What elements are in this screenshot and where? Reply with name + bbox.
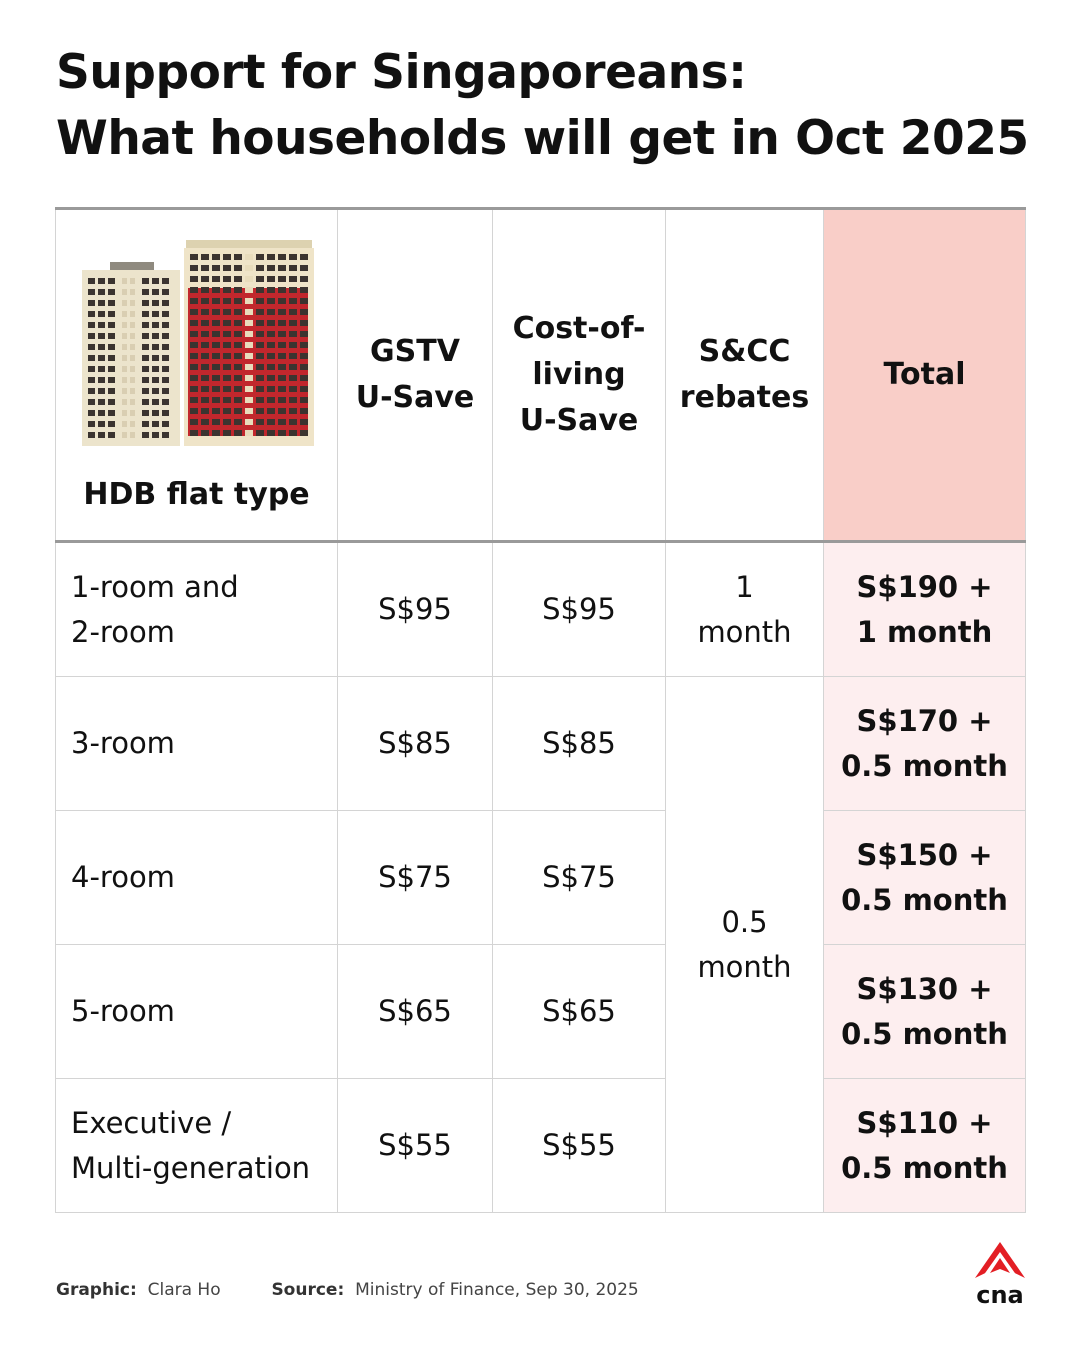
flat-type-cell: 5-room — [55, 944, 338, 1079]
table-row: 5-room S$65 S$65 S$130 + 0.5 month — [55, 944, 1026, 1079]
scc-rebate-cell: 0.5 month — [665, 676, 824, 1213]
header-cost-of-living: Cost-of- living U-Save — [492, 207, 666, 543]
header-scc-rebates: S&CC rebates — [665, 207, 824, 543]
header-gstv: GSTV U-Save — [337, 207, 493, 543]
total-cell: S$170 + 0.5 month — [823, 676, 1026, 811]
total-cell: S$190 + 1 month — [823, 541, 1026, 677]
cost-of-living-cell: S$55 — [492, 1078, 666, 1213]
cost-of-living-cell: S$75 — [492, 810, 666, 945]
flat-type-cell: 4-room — [55, 810, 338, 945]
title-line-1: Support for Singaporeans: — [56, 45, 747, 100]
title-line-2: What households will get in Oct 2025 — [56, 111, 1029, 166]
header-flat-type: HDB flat type — [55, 207, 338, 543]
footer-credits: Graphic: Clara Ho Source: Ministry of Fi… — [56, 1280, 639, 1300]
total-cell: S$110 + 0.5 month — [823, 1078, 1026, 1213]
source-label: Source: — [271, 1280, 345, 1300]
header-flat-type-label: HDB flat type — [83, 477, 310, 512]
table-row: Executive / Multi-generation S$55 S$55 S… — [55, 1078, 1026, 1213]
scc-rebate-cell: 1 month — [665, 541, 824, 677]
table-row: 4-room S$75 S$75 S$150 + 0.5 month — [55, 810, 1026, 945]
flat-type-cell: 1-room and 2-room — [55, 541, 338, 677]
gstv-cell: S$85 — [337, 676, 493, 811]
logo-text: cna — [976, 1281, 1024, 1309]
rebates-table: HDB flat type GSTV U-Save Cost-of- livin… — [55, 207, 1026, 1213]
page-title: Support for Singaporeans: What household… — [56, 40, 1036, 172]
cost-of-living-cell: S$85 — [492, 676, 666, 811]
cost-of-living-cell: S$95 — [492, 541, 666, 677]
flat-type-cell: 3-room — [55, 676, 338, 811]
gstv-cell: S$65 — [337, 944, 493, 1079]
graphic-label: Graphic: — [56, 1280, 137, 1300]
total-cell: S$130 + 0.5 month — [823, 944, 1026, 1079]
cna-logo-icon: cna — [975, 1242, 1025, 1309]
gstv-cell: S$75 — [337, 810, 493, 945]
table-header-row: HDB flat type GSTV U-Save Cost-of- livin… — [55, 207, 1026, 543]
hdb-building-icon — [82, 240, 314, 446]
header-total: Total — [823, 207, 1026, 543]
gstv-cell: S$95 — [337, 541, 493, 677]
table-row: 3-room S$85 S$85 0.5 month S$170 + 0.5 m… — [55, 676, 1026, 1213]
gstv-cell: S$55 — [337, 1078, 493, 1213]
total-cell: S$150 + 0.5 month — [823, 810, 1026, 945]
graphic-credit: Clara Ho — [147, 1280, 221, 1300]
cost-of-living-cell: S$65 — [492, 944, 666, 1079]
table-row: 1-room and 2-room S$95 S$95 1 month S$19… — [55, 541, 1026, 677]
source-credit: Ministry of Finance, Sep 30, 2025 — [355, 1280, 639, 1300]
flat-type-cell: Executive / Multi-generation — [55, 1078, 338, 1213]
